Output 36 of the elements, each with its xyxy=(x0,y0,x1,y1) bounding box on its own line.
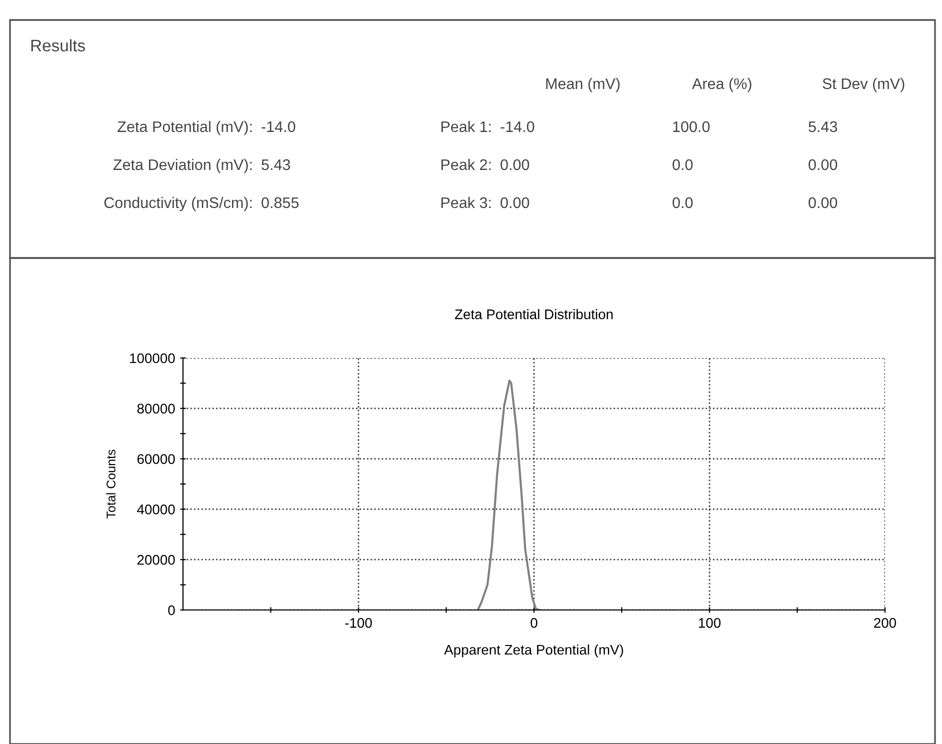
y-tick-label: 60000 xyxy=(137,454,175,464)
y-tick-label: 0 xyxy=(168,605,175,616)
text: Results xyxy=(31,39,85,52)
text: 0.0 xyxy=(672,197,693,208)
line-series xyxy=(476,380,540,610)
x-tick-label: 0 xyxy=(530,618,538,628)
text: Mean (mV) xyxy=(546,78,620,92)
text: 0.855 xyxy=(262,197,299,208)
text: -14.0 xyxy=(500,121,534,132)
text: 5.43 xyxy=(262,159,290,170)
text: 0.00 xyxy=(808,197,838,208)
x-tick-label: -100 xyxy=(345,618,372,628)
text: Zeta Potential (mV): xyxy=(118,120,252,136)
x-axis-title: Apparent Zeta Potential (mV) xyxy=(444,644,624,658)
text: Peak 3: xyxy=(441,196,491,208)
text: St Dev (mV) xyxy=(822,78,904,92)
text: 100.0 xyxy=(673,121,710,132)
text: 0.0 xyxy=(672,159,693,170)
text: 5.43 xyxy=(808,121,838,132)
text: 0.00 xyxy=(500,159,530,170)
text: Conductivity (mS/cm): xyxy=(104,196,252,212)
y-tick-label: 100000 xyxy=(130,353,175,364)
text: Peak 2: xyxy=(441,158,491,170)
text: 0.00 xyxy=(808,159,838,170)
text: Zeta Deviation (mV): xyxy=(113,158,252,174)
x-tick-label: 200 xyxy=(874,618,896,628)
text: -14.0 xyxy=(262,121,296,132)
y-tick-label: 20000 xyxy=(137,554,175,565)
text: 0.00 xyxy=(500,197,530,208)
chart-title: Zeta Potential Distribution xyxy=(454,309,613,320)
y-tick-label: 40000 xyxy=(137,504,175,514)
x-tick-label: 100 xyxy=(698,618,721,628)
y-tick-label: 80000 xyxy=(137,404,175,414)
y-axis-title: Total Counts xyxy=(106,450,116,518)
text: Peak 1: xyxy=(441,120,491,132)
text: Area (%) xyxy=(692,78,752,92)
